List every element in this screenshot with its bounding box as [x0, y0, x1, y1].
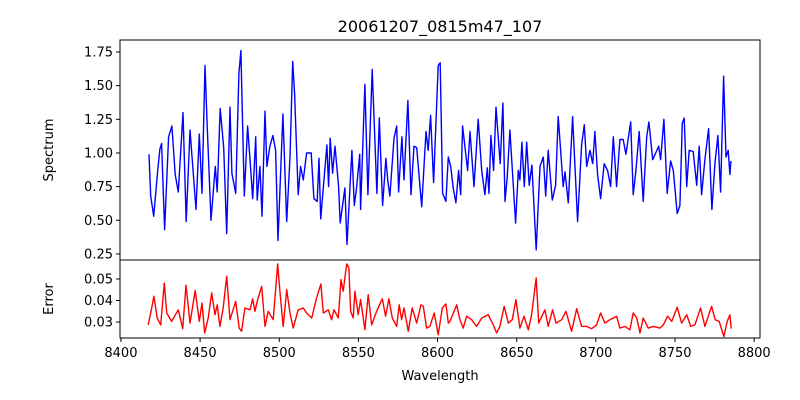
spectrum-line — [148, 49, 732, 251]
x-tick-label: 8800 — [738, 346, 771, 361]
spectrum-y-tick-label: 1.75 — [84, 45, 113, 60]
x-tick-label: 8750 — [658, 346, 691, 361]
x-tick-label: 8650 — [500, 346, 533, 361]
error-line — [147, 263, 732, 338]
spectrum-y-tick-label: 1.00 — [84, 146, 113, 161]
error-y-tick-label: 0.04 — [84, 294, 113, 309]
spectrum-y-tick-label: 1.50 — [84, 79, 113, 94]
error-axes-frame — [119, 259, 761, 339]
spectrum-y-tick-label: 0.25 — [84, 247, 113, 262]
x-tick-label: 8700 — [579, 346, 612, 361]
spectrum-y-tick-label: 0.75 — [84, 180, 113, 195]
x-tick-label: 8500 — [263, 346, 296, 361]
spectrum-y-axis-label: Spectrum — [42, 119, 57, 182]
x-tick-label: 8450 — [184, 346, 217, 361]
x-tick-label: 8550 — [342, 346, 375, 361]
x-tick-label: 8400 — [104, 346, 137, 361]
x-axis-label: Wavelength — [401, 369, 478, 384]
spectrum-y-tick-label: 0.50 — [84, 214, 113, 229]
error-y-axis-label: Error — [42, 283, 57, 315]
spectrum-y-tick-label: 1.25 — [84, 113, 113, 128]
error-panel: 0.03 0.04 0.05 8400 8450 8500 8550 8600 8650 8700… — [84, 259, 771, 361]
error-y-tick-label: 0.03 — [84, 316, 113, 331]
error-y-tick-label: 0.05 — [84, 272, 113, 287]
chart-title: 20061207_0815m47_107 — [338, 17, 543, 37]
spectrum-panel: 0.25 0.50 0.75 1.00 1.25 1.50 1.75 — [84, 39, 761, 262]
x-tick-label: 8600 — [421, 346, 454, 361]
